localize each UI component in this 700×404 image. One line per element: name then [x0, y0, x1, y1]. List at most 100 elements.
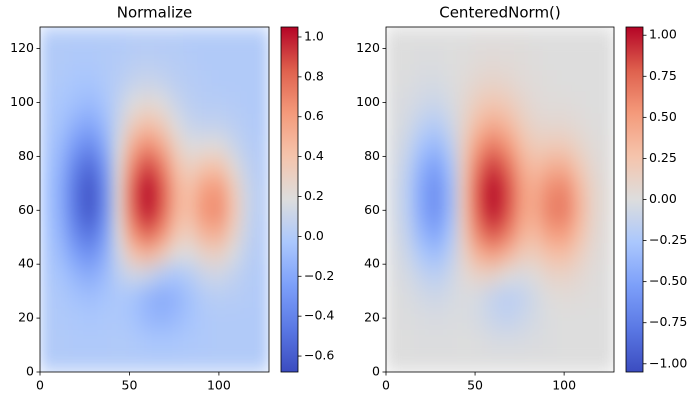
colorbar-tick-label: 0.2 [304, 188, 324, 203]
heatmap-cell [168, 242, 184, 265]
heatmap-cell [500, 48, 515, 71]
heatmap-cell [40, 156, 55, 179]
heatmap-cell [400, 70, 415, 93]
heatmap-cell [226, 156, 241, 179]
heatmap-cell [197, 177, 213, 200]
heatmap-cell [140, 27, 155, 50]
heatmap-cell [240, 350, 256, 372]
heatmap-cell [154, 199, 170, 222]
heatmap-cell [40, 199, 55, 222]
heatmap-cells [40, 27, 269, 372]
colorbar-tick-label: 0.6 [304, 108, 324, 123]
heatmap-cell [183, 199, 198, 222]
heatmap-cell [197, 91, 213, 114]
heatmap-cell [571, 221, 586, 244]
heatmap-cell [197, 156, 213, 179]
heatmap-cell [211, 91, 227, 114]
colorbar-tick-label: 0.8 [304, 68, 324, 83]
heatmap-cell [542, 91, 558, 114]
heatmap-cell [54, 199, 70, 222]
heatmap-cell [514, 307, 529, 330]
heatmap-cell [97, 285, 113, 308]
heatmap-cell [571, 113, 586, 136]
heatmap-cell [457, 264, 472, 287]
heatmap-cell [82, 350, 98, 372]
heatmap-cell [414, 91, 430, 114]
y-tick-label: 120 [356, 40, 380, 55]
heatmap-cell [254, 199, 269, 222]
x-tick-label: 50 [122, 378, 138, 393]
heatmap-cell [154, 48, 170, 71]
y-tick-label: 0 [26, 364, 34, 379]
heatmap-cell [500, 113, 515, 136]
heatmap-cell [97, 113, 113, 136]
heatmap-cell [414, 328, 430, 351]
colorbar-tick-label: 1.00 [649, 27, 677, 42]
y-tick-label: 80 [18, 148, 34, 163]
heatmap-cell [500, 156, 515, 179]
heatmap-cell [414, 113, 430, 136]
heatmap-cell [111, 48, 127, 71]
heatmap-cell [226, 285, 241, 308]
heatmap-cell [68, 264, 84, 287]
heatmap-cell [82, 285, 98, 308]
heatmap-cell [240, 27, 256, 50]
heatmap-cell [168, 113, 184, 136]
heatmap-cell [40, 307, 55, 330]
heatmap-cell [111, 221, 127, 244]
heatmap-cell [68, 328, 84, 351]
heatmap-cell [443, 307, 458, 330]
heatmap-cell [585, 156, 601, 179]
heatmap-cell [140, 264, 155, 287]
heatmap-cell [254, 91, 269, 114]
heatmap-cell [97, 350, 113, 372]
heatmap-cell [183, 27, 198, 50]
heatmap-cell [457, 91, 472, 114]
heatmap-cell [211, 350, 227, 372]
heatmap-cell [154, 328, 170, 351]
heatmap-cell [82, 113, 98, 136]
heatmap-cell [428, 199, 444, 222]
heatmap-cell [528, 221, 544, 244]
heatmap-cell [514, 27, 529, 50]
heatmap-cell [599, 242, 614, 265]
heatmap-cell [585, 48, 601, 71]
heatmap-cell [500, 177, 515, 200]
heatmap-cell [571, 27, 586, 50]
heatmap-cell [414, 48, 430, 71]
heatmap-cell [97, 199, 113, 222]
heatmap-cell [97, 221, 113, 244]
heatmap-cell [168, 91, 184, 114]
heatmap-cell [125, 134, 141, 157]
heatmap-cell [485, 199, 501, 222]
heatmap-cell [400, 48, 415, 71]
heatmap-cell [514, 328, 529, 351]
colorbar [280, 26, 299, 373]
heatmap-cell [557, 70, 572, 93]
heatmap-cell [500, 350, 515, 372]
heatmap-cell [125, 264, 141, 287]
heatmap-cell [226, 91, 241, 114]
heatmap-cell [240, 307, 256, 330]
heatmap-cell [226, 134, 241, 157]
heatmap-cell [125, 70, 141, 93]
heatmap-cell [542, 221, 558, 244]
heatmap-cell [386, 328, 401, 351]
heatmap-cell [443, 242, 458, 265]
heatmap-cell [414, 350, 430, 372]
heatmap-cell [557, 242, 572, 265]
heatmap-cell [514, 264, 529, 287]
colorbar-tick-label: 0.75 [649, 68, 677, 83]
heatmap-cell [414, 27, 430, 50]
heatmap-cell [428, 328, 444, 351]
heatmap-cell [68, 156, 84, 179]
heatmap-cell [226, 70, 241, 93]
heatmap-cell [40, 242, 55, 265]
heatmap-cell [82, 91, 98, 114]
heatmap-cell [386, 27, 401, 50]
heatmap-cell [68, 134, 84, 157]
heatmap-cell [457, 70, 472, 93]
heatmap-cell [125, 156, 141, 179]
heatmap-cell [599, 350, 614, 372]
heatmap-cell [40, 285, 55, 308]
